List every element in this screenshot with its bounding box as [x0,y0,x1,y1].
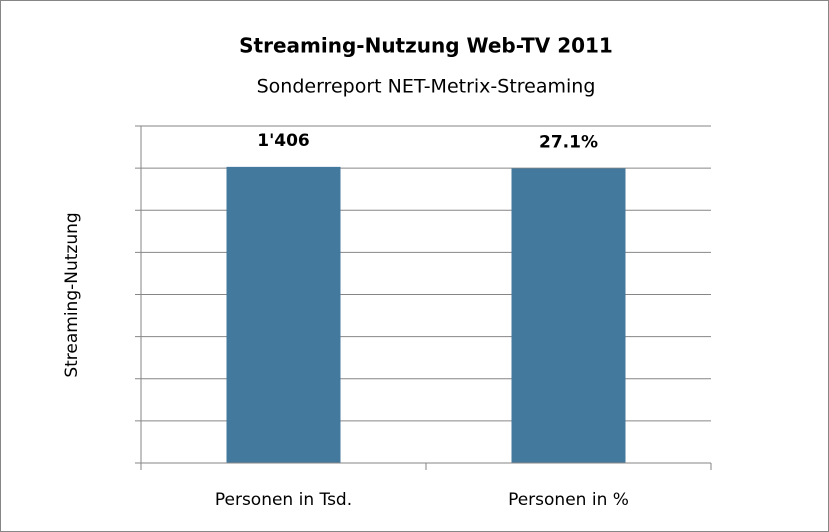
chart-subtitle: Sonderreport NET-Metrix-Streaming [257,76,596,98]
bar [226,166,341,463]
y-axis-label: Streaming-Nutzung [62,212,82,377]
data-label: 27.1% [539,132,598,152]
x-tick-label: Personen in Tsd. [215,490,352,510]
x-tick-label: Personen in % [508,490,629,510]
data-label: 1'406 [257,131,310,151]
bar [511,168,626,463]
chart-title: Streaming-Nutzung Web-TV 2011 [239,34,613,58]
